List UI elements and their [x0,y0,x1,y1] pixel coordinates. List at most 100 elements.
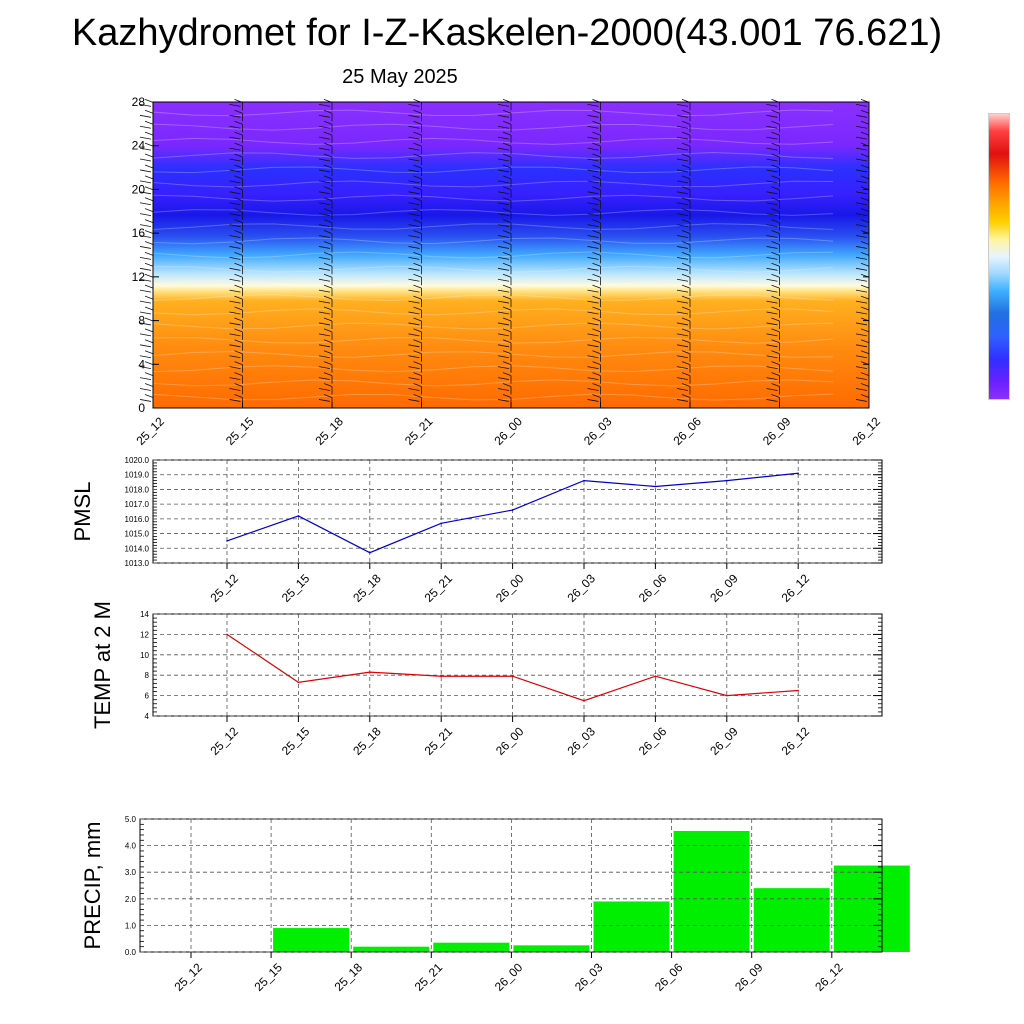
heatmap-panel: 0 4 8 12 16 20 24 28 25_12 25_15 25_18 25_21 26_00 26… [132,95,884,448]
pmsl-point [583,479,585,482]
wind-barb-flag [855,267,868,271]
wind-barb-flag [497,158,510,162]
wind-barb-flag [139,355,152,359]
wind-barb-flag [860,295,870,300]
wind-barb-flag [676,147,689,151]
wind-barb-flag [144,208,154,213]
wind-barb-flag [139,278,152,282]
wind-barb-flag [413,120,422,125]
x-tick-label: 25_21 [422,724,456,758]
wind-barb-flag [592,109,601,114]
wind-barb-flag [139,377,152,380]
wind-barb-flag [497,366,510,370]
precip-bar [513,945,590,952]
wind-barb-flag [855,388,868,391]
wind-barb-flag [587,278,599,282]
wind-barb-flag [318,344,331,348]
x-tick-label: 25_18 [350,571,384,605]
wind-barb-flag [592,306,601,311]
wind-barb-flag [318,202,331,206]
wind-barb-flag [318,300,331,304]
wind-barb-flag [855,311,868,315]
y-tick-label: 1014.0 [125,544,150,553]
wind-barb-flag [860,262,870,267]
wind-barb-flag [413,350,422,355]
wind-barb-flag [234,109,243,114]
wind-barb-flag [766,366,778,370]
wind-barb-flag [587,213,599,217]
wind-barb-flag [676,300,689,304]
wind-barb-flag [144,164,154,169]
wind-barb-flag [323,262,333,267]
wind-barb-flag [681,394,691,398]
wind-barb-flag [139,246,152,249]
precip-bar [433,942,510,952]
pmsl-point [369,551,371,554]
y-tick-label: 10 [140,651,149,660]
x-tick-label: 26_09 [707,724,741,758]
wind-barb-flag [766,125,778,129]
wind-barb-flag [855,300,868,304]
wind-barb-flag [408,224,420,227]
wind-barb-flag [413,273,422,278]
wind-barb-flag [144,109,154,114]
y-tick-label: 4 [145,712,150,721]
wind-barb-flag [502,241,512,245]
wind-barb-flag [229,256,241,260]
wind-barb-flag [587,366,599,370]
wind-barb-flag [592,328,601,333]
wind-barb-flag [502,208,512,213]
wind-barb-flag [234,361,243,366]
wind-barb-flag [676,399,689,402]
wind-barb-flag [771,295,780,300]
wind-barb-flag [229,213,241,217]
y-tick-label: 20 [132,182,146,196]
wind-barb-flag [497,103,510,107]
wind-barb-flag [234,383,243,387]
wind-barb-flag [234,317,243,322]
y-tick-label: 1020.0 [125,456,150,465]
wind-barb-flag [139,191,152,195]
wind-barb-flag [855,147,868,151]
wind-barb-flag [234,230,243,234]
wind-barb-flag [771,197,780,202]
wind-barb-flag [144,317,154,322]
temp-panel: 4 6 8 10 12 14 25_12 25_15 25_18 25_21 26_00 26_03 2… [90,601,883,758]
wind-barb-flag [229,114,241,118]
wind-barb-flag [771,186,780,191]
wind-barb-flag [766,191,778,195]
x-tick-label: 25_15 [252,960,286,994]
wind-barb-flag [229,147,241,151]
wind-barb-flag [592,197,601,202]
wind-barb-flag [681,328,691,333]
x-tick-label: 25_15 [223,414,257,448]
wind-barb-flag [855,246,868,249]
wind-barb-flag [408,388,420,391]
wind-barb-flag [144,142,154,147]
pmsl-point [726,479,728,482]
wind-barb-flag [855,256,868,260]
wind-barb-flag [234,208,243,213]
wind-barb-flag [229,399,241,402]
wind-barb-flag [855,202,868,206]
wind-barb-flag [587,267,599,271]
wind-barb-flag [502,339,512,344]
wind-barb-flag [855,191,868,195]
wind-barb-flag [144,153,154,158]
wind-barb-flag [766,322,778,326]
wind-barb-flag [766,202,778,206]
wind-barb-flag [318,278,331,282]
wind-barb-flag [771,328,780,333]
wind-barb-flag [681,197,691,202]
wind-barb-flag [413,394,422,398]
wind-barb-flag [587,224,599,227]
wind-barb-flag [144,262,154,267]
x-tick-label: 26_12 [779,571,813,605]
wind-barb-flag [592,131,601,136]
temp-point [297,681,300,684]
wind-barb-flag [587,300,599,304]
wind-barb-flag [587,147,599,151]
wind-barb-flag [318,235,331,238]
wind-barb-column [497,98,512,406]
wind-barb-flag [587,388,599,391]
